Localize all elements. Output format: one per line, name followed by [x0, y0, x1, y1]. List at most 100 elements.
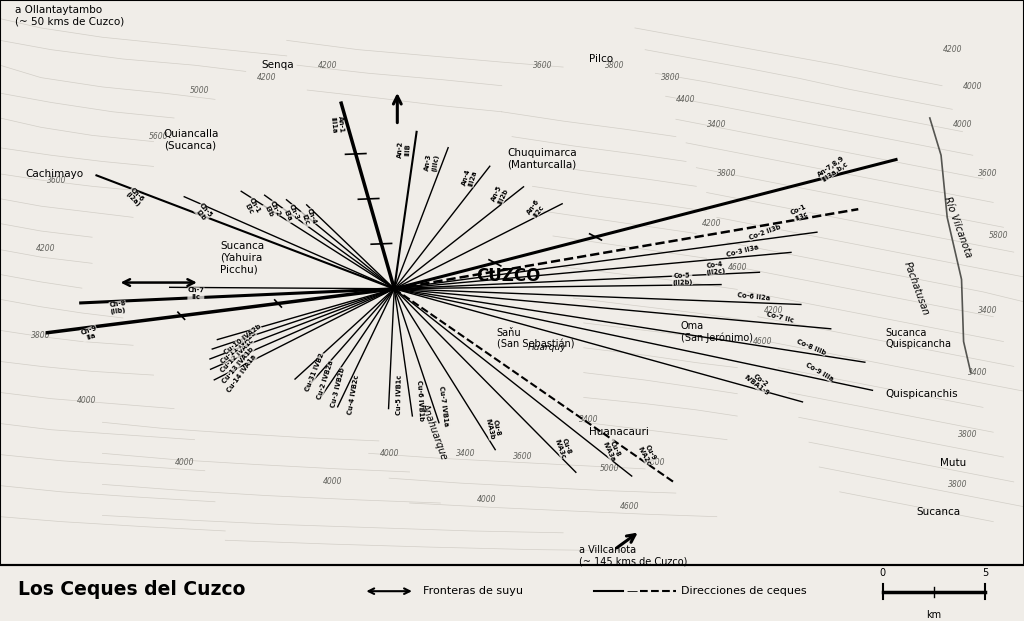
- Text: Cu-5 IVB1c: Cu-5 IVB1c: [396, 375, 402, 415]
- Text: 4600: 4600: [753, 337, 773, 346]
- Text: Pachatusan: Pachatusan: [902, 260, 931, 317]
- Text: Cu-31 IVB2: Cu-31 IVB2: [304, 352, 326, 392]
- Text: 4200: 4200: [36, 244, 56, 253]
- Text: Co-7 IIc: Co-7 IIc: [766, 312, 795, 324]
- Text: 3600: 3600: [512, 452, 532, 461]
- Text: 3800: 3800: [660, 73, 681, 82]
- Text: An-2
IIIB: An-2 IIIB: [397, 140, 411, 158]
- Text: Co-4
(II2c): Co-4 (II2c): [705, 260, 726, 276]
- Text: 4600: 4600: [620, 502, 640, 510]
- Text: Co-6 II2a: Co-6 II2a: [736, 292, 770, 301]
- Text: 5800: 5800: [988, 232, 1009, 240]
- Text: Ch-6
(I2a): Ch-6 (I2a): [124, 186, 145, 208]
- Text: Cu-10 IVA2b: Cu-10 IVA2b: [223, 323, 262, 356]
- Text: Quiancalla
(Sucanca): Quiancalla (Sucanca): [164, 129, 219, 150]
- Text: Mutu: Mutu: [940, 458, 967, 468]
- Text: Huarquy: Huarquy: [527, 343, 566, 352]
- Text: 3800: 3800: [947, 480, 968, 489]
- Text: Co-1
II3c: Co-1 II3c: [790, 203, 810, 222]
- Text: —: —: [627, 586, 638, 596]
- Text: Ch-2
I3b: Ch-2 I3b: [262, 199, 282, 220]
- Text: Cu-8
IVA3c: Cu-8 IVA3c: [554, 435, 573, 460]
- Text: Oma
(San Jerónimo): Oma (San Jerónimo): [681, 321, 753, 343]
- Text: km: km: [927, 610, 941, 620]
- Text: An-3
(IIIc): An-3 (IIIc): [424, 153, 439, 172]
- Text: 3800: 3800: [717, 170, 737, 178]
- Text: An-7,8,9
III3a,b,c: An-7,8,9 III3a,b,c: [816, 155, 850, 183]
- Text: 3600: 3600: [978, 170, 998, 178]
- Text: Ch-7
IIc: Ch-7 IIc: [187, 287, 205, 301]
- Text: Cu-4 IVB2c: Cu-4 IVB2c: [347, 374, 360, 415]
- Text: 4200: 4200: [256, 73, 276, 82]
- Text: 4200: 4200: [701, 219, 722, 228]
- Text: An-6
II2c: An-6 II2c: [525, 198, 546, 220]
- Text: Cu-12 IVA1c: Cu-12 IVA1c: [219, 338, 255, 374]
- Text: Cachimayo: Cachimayo: [26, 169, 84, 179]
- Text: Huanacauri: Huanacauri: [589, 427, 648, 437]
- Text: 5600: 5600: [148, 132, 169, 141]
- Text: Quispicanchis: Quispicanchis: [886, 389, 958, 399]
- Text: 4600: 4600: [727, 263, 748, 271]
- Text: Co-8 IIIb: Co-8 IIIb: [796, 338, 827, 356]
- Text: Los Ceques del Cuzco: Los Ceques del Cuzco: [18, 581, 246, 599]
- Text: Co-2
IVBA1-9: Co-2 IVBA1-9: [742, 369, 774, 397]
- Text: Senqa: Senqa: [261, 60, 294, 70]
- Text: 3400: 3400: [978, 306, 998, 315]
- Text: Cu-13 IVA1b: Cu-13 IVA1b: [221, 346, 255, 384]
- Text: 4000: 4000: [952, 120, 973, 129]
- Text: a Ollantaytambo
(~ 50 kms de Cuzco): a Ollantaytambo (~ 50 kms de Cuzco): [15, 5, 125, 26]
- Text: Cu-9
IVA2c: Cu-9 IVA2c: [637, 442, 657, 466]
- Text: 3400: 3400: [579, 415, 599, 424]
- Text: Co-2 II3b: Co-2 II3b: [748, 224, 781, 242]
- Text: 4000: 4000: [77, 396, 97, 405]
- Text: 3800: 3800: [604, 61, 625, 70]
- Text: Saňu
(San Sebastián): Saňu (San Sebastián): [497, 328, 574, 349]
- Text: Pilco: Pilco: [589, 54, 613, 64]
- Text: 4200: 4200: [942, 45, 963, 54]
- Text: 0: 0: [880, 568, 886, 578]
- Text: Fronteras de suyu: Fronteras de suyu: [423, 586, 523, 596]
- Text: 5000: 5000: [599, 465, 620, 473]
- Text: Sucanca: Sucanca: [916, 507, 961, 517]
- Text: Sucanca
(Yahuira
Picchu): Sucanca (Yahuira Picchu): [220, 241, 264, 274]
- Text: Cu-8
IVA3b: Cu-8 IVA3b: [484, 417, 502, 440]
- Text: 5: 5: [982, 568, 988, 578]
- Text: 4200: 4200: [763, 306, 783, 315]
- Text: Anahuarque: Anahuarque: [420, 402, 450, 461]
- Text: 4000: 4000: [323, 477, 343, 486]
- Text: Cu-11 IVA2a: Cu-11 IVA2a: [220, 330, 257, 365]
- Text: An-5
III2b: An-5 III2b: [490, 184, 510, 206]
- Text: 3600: 3600: [532, 61, 553, 70]
- Text: 3600: 3600: [645, 458, 666, 467]
- Text: Direcciones de ceques: Direcciones de ceques: [681, 586, 807, 596]
- Text: Río Vilcanota: Río Vilcanota: [942, 195, 973, 258]
- Text: Cu-3 IVB2b: Cu-3 IVB2b: [331, 367, 346, 408]
- Text: Sucanca
Quispicancha: Sucanca Quispicancha: [886, 328, 951, 349]
- Text: 4000: 4000: [963, 83, 983, 91]
- Text: Cu-14 IVA1a: Cu-14 IVA1a: [226, 354, 258, 394]
- Text: 3400: 3400: [968, 368, 988, 377]
- Text: Ch-5
I2b: Ch-5 I2b: [193, 202, 213, 223]
- Text: Ch-3
I3a: Ch-3 I3a: [282, 203, 300, 224]
- Text: Ch-9
IIa: Ch-9 IIa: [80, 325, 99, 343]
- Text: CUZCO: CUZCO: [476, 268, 541, 285]
- Text: a Villcanota
(~ 145 kms de Cuzco): a Villcanota (~ 145 kms de Cuzco): [579, 545, 687, 566]
- Text: Co-3 II3a: Co-3 II3a: [726, 243, 759, 258]
- Text: 4400: 4400: [676, 95, 696, 104]
- Text: An-1
III1a: An-1 III1a: [330, 116, 344, 134]
- Text: 4000: 4000: [379, 449, 399, 458]
- Text: Ch-1
I3c: Ch-1 I3c: [242, 196, 261, 217]
- Text: 3400: 3400: [707, 120, 727, 129]
- Text: Cu-8
IVA3a: Cu-8 IVA3a: [601, 438, 623, 463]
- Text: 4000: 4000: [174, 458, 195, 467]
- Text: Cu-6 IVB1b: Cu-6 IVB1b: [417, 380, 425, 422]
- Text: Co-9 IIIa: Co-9 IIIa: [804, 362, 834, 383]
- Text: 5000: 5000: [189, 86, 210, 94]
- Text: Cu-7 IVB1a: Cu-7 IVB1a: [438, 385, 450, 427]
- Text: 4000: 4000: [476, 496, 497, 504]
- Text: 3800: 3800: [31, 331, 51, 340]
- Text: Co-5
(II2b): Co-5 (II2b): [672, 272, 692, 286]
- Text: An-4
III2a: An-4 III2a: [461, 168, 478, 188]
- Text: Cu-2 IVB2a: Cu-2 IVB2a: [316, 360, 335, 401]
- Text: 3600: 3600: [46, 176, 67, 184]
